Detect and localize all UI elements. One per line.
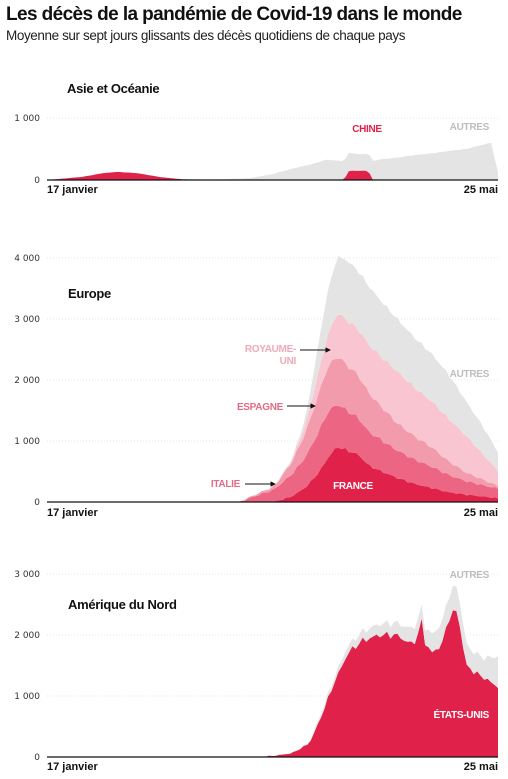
x-tick-label-start: 17 janvier <box>47 184 98 196</box>
y-tick-label: 0 <box>34 498 40 508</box>
y-tick-label: 3 000 <box>14 315 40 325</box>
panel-title-amerique: Amérique du Nord <box>68 597 177 612</box>
y-tick-label: 1 000 <box>14 437 40 447</box>
series-label-autres-europe: AUTRES <box>450 369 490 380</box>
y-tick-label: 0 <box>34 176 40 186</box>
x-tick-label-end: 25 mai <box>464 761 498 773</box>
area-autres <box>47 143 498 180</box>
panel-title-europe: Europe <box>68 286 111 301</box>
area-chine <box>47 170 498 180</box>
chart-panel-amerique: 0 1 000 2 000 3 000 17 janvier 25 mai Amérique… <box>14 570 498 773</box>
y-tick-label: 2 000 <box>14 631 40 641</box>
series-label-italie: ITALIE <box>211 479 241 490</box>
series-label-etats-unis: ÉTATS-UNIS <box>433 708 489 721</box>
x-tick-label-end: 25 mai <box>464 184 498 196</box>
area-etats_unis <box>47 610 498 757</box>
y-tick-label: 1 000 <box>14 692 40 702</box>
y-tick-label: 0 <box>34 753 40 763</box>
series-label-royaume-uni: ROYAUME- <box>245 344 296 355</box>
area-autres <box>47 586 498 757</box>
series-label-espagne: ESPAGNE <box>237 402 284 413</box>
x-tick-label-end: 25 mai <box>464 507 498 519</box>
x-tick-label-start: 17 janvier <box>47 507 98 519</box>
y-tick-label: 4 000 <box>14 254 40 264</box>
chart-panel-asie: 0 1 000 17 janvier 25 mai Asie et Océanie <box>14 81 498 196</box>
x-tick-label-start: 17 janvier <box>47 761 98 773</box>
chart-panel-europe: 0 1 000 2 000 3 000 4 000 17 janvier 25 mai Eur… <box>14 254 498 519</box>
page-subtitle: Moyenne sur sept jours glissants des déc… <box>6 28 406 43</box>
y-tick-label: 2 000 <box>14 376 40 386</box>
series-label-royaume-uni-2: UNI <box>280 356 297 367</box>
area-royaume_uni <box>47 314 498 502</box>
page-title: Les décès de la pandémie de Covid-19 dan… <box>6 4 462 25</box>
panel-title-asie: Asie et Océanie <box>67 81 159 96</box>
series-label-autres: AUTRES <box>450 122 490 133</box>
area-italie <box>47 405 498 502</box>
series-label-france: FRANCE <box>333 481 373 492</box>
area-autres <box>47 255 498 502</box>
area-france <box>47 447 498 502</box>
y-tick-label: 1 000 <box>14 114 40 124</box>
y-tick-label: 3 000 <box>14 570 40 580</box>
series-label-chine: CHINE <box>352 124 382 135</box>
series-label-autres-na: AUTRES <box>450 570 490 581</box>
